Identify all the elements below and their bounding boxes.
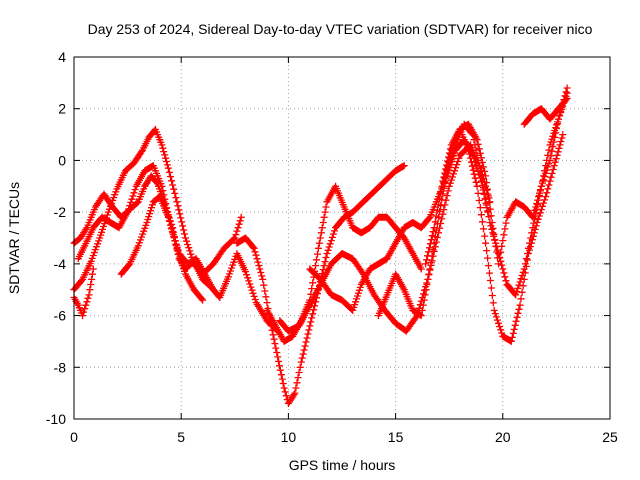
series-track-5 — [117, 193, 207, 304]
y-tick-label: -10 — [46, 411, 66, 427]
y-tick-label: -8 — [54, 359, 67, 375]
x-tick-label: 10 — [281, 429, 297, 445]
series-track-13 — [520, 94, 571, 128]
data-markers — [439, 84, 571, 268]
data-markers — [117, 193, 207, 304]
series-track-7 — [263, 182, 425, 345]
data-markers — [374, 89, 571, 320]
data-layer — [70, 84, 571, 407]
y-tick-label: 0 — [58, 152, 66, 168]
y-tick-label: -4 — [54, 256, 67, 272]
x-tick-label: 20 — [495, 429, 511, 445]
y-tick-label: 2 — [58, 101, 66, 117]
y-tick-label: 4 — [58, 49, 66, 65]
data-markers — [263, 182, 425, 345]
x-tick-label: 25 — [602, 429, 618, 445]
chart-title: Day 253 of 2024, Sidereal Day-to-day VTE… — [88, 21, 593, 37]
x-axis-label: GPS time / hours — [289, 457, 396, 473]
y-axis-label: SDTVAR / TECUs — [6, 182, 22, 294]
data-markers — [520, 94, 571, 128]
y-tick-label: -2 — [54, 204, 67, 220]
x-tick-label: 0 — [70, 429, 78, 445]
data-markers — [276, 141, 494, 335]
plot-frame — [73, 56, 611, 420]
y-tick-label: -6 — [54, 308, 67, 324]
x-tick-label: 15 — [388, 429, 404, 445]
series-track-12 — [439, 84, 571, 268]
series-track-10 — [374, 89, 571, 320]
tick-layer: 0 5 10 15 20 25 -10 -8 -6 -4 -2 0 2 4 — [46, 49, 618, 445]
x-tick-label: 5 — [177, 429, 185, 445]
series-track-8 — [276, 141, 494, 335]
